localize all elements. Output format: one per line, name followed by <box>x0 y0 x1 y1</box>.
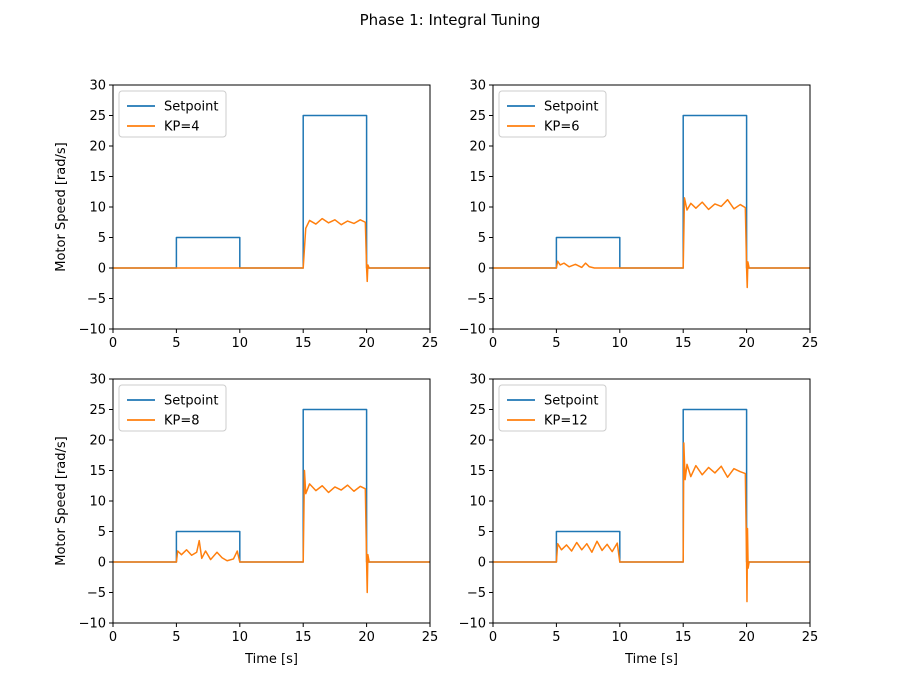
legend: Setpoint KP=8 <box>118 384 227 432</box>
y-tick-label: −10 <box>79 617 106 632</box>
x-tick-label: 0 <box>109 630 117 645</box>
series-layer <box>493 114 810 289</box>
legend: Setpoint KP=6 <box>498 90 607 138</box>
subplot-3: 0 5 10 15 20 25 −10 −5 0 5 10 15 20 25 30 Time [s] Motor… <box>54 373 438 668</box>
series-line-kp-12 <box>493 442 810 603</box>
legend-label: KP=8 <box>164 414 200 429</box>
subplot-2: 0 5 10 15 20 25 −10 −5 0 5 10 15 20 25 30 Setpoint KP=6 <box>459 79 819 352</box>
y-tick-label: 25 <box>469 109 486 124</box>
x-tick-label: 20 <box>358 336 375 351</box>
x-tick-label: 25 <box>422 336 439 351</box>
y-tick-label: 0 <box>98 262 106 277</box>
y-tick-label: 0 <box>478 262 486 277</box>
x-tick-label: 25 <box>802 336 819 351</box>
y-tick-label: 15 <box>469 170 486 185</box>
y-tick-label: 30 <box>469 373 486 388</box>
y-tick-label: −10 <box>79 323 106 338</box>
legend-label: Setpoint <box>544 394 599 409</box>
subplot-1: 0 5 10 15 20 25 −10 −5 0 5 10 15 20 25 30 Motor Speed [… <box>54 79 438 352</box>
x-axis-label: Time [s] <box>244 652 298 667</box>
y-tick-label: 10 <box>469 495 486 510</box>
x-tick-label: 25 <box>802 630 819 645</box>
x-tick-label: 0 <box>489 630 497 645</box>
series-line-kp-4 <box>113 217 430 283</box>
y-tick-label: 25 <box>89 403 106 418</box>
y-tick-label: 0 <box>478 556 486 571</box>
y-axis-label: Motor Speed [rad/s] <box>54 142 69 271</box>
y-tick-label: −10 <box>459 617 486 632</box>
y-tick-label: 5 <box>478 231 486 246</box>
x-tick-label: 15 <box>295 336 312 351</box>
series-layer <box>113 408 430 594</box>
y-tick-label: 10 <box>89 201 106 216</box>
y-tick-label: −10 <box>459 323 486 338</box>
legend-label: KP=4 <box>164 120 200 135</box>
subplot-4: 0 5 10 15 20 25 −10 −5 0 5 10 15 20 25 30 Time [s] Setpo… <box>459 373 819 668</box>
x-tick-label: 20 <box>358 630 375 645</box>
y-tick-label: 20 <box>469 434 486 449</box>
y-tick-label: 25 <box>89 109 106 124</box>
legend: Setpoint KP=12 <box>498 384 607 432</box>
x-tick-label: 10 <box>612 630 629 645</box>
x-tick-label: 15 <box>675 630 692 645</box>
figure-title: Phase 1: Integral Tuning <box>360 11 541 29</box>
y-tick-label: −5 <box>87 292 106 307</box>
y-tick-label: 5 <box>98 231 106 246</box>
y-tick-label: 15 <box>469 464 486 479</box>
y-tick-label: −5 <box>87 586 106 601</box>
x-tick-label: 10 <box>232 630 249 645</box>
x-tick-label: 5 <box>552 336 560 351</box>
y-tick-label: 15 <box>89 464 106 479</box>
y-axis-label: Motor Speed [rad/s] <box>54 436 69 565</box>
legend-label: KP=6 <box>544 120 580 135</box>
y-tick-label: −5 <box>467 586 486 601</box>
y-tick-label: 0 <box>98 556 106 571</box>
y-tick-label: 15 <box>89 170 106 185</box>
x-tick-label: 10 <box>612 336 629 351</box>
legend-label: Setpoint <box>544 100 599 115</box>
x-tick-label: 15 <box>675 336 692 351</box>
y-tick-label: 20 <box>89 434 106 449</box>
y-tick-label: 25 <box>469 403 486 418</box>
y-tick-label: 30 <box>469 79 486 94</box>
series-layer <box>493 408 810 603</box>
x-tick-label: 5 <box>172 336 180 351</box>
x-axis-label: Time [s] <box>624 652 678 667</box>
x-tick-label: 5 <box>172 630 180 645</box>
y-tick-label: 20 <box>89 140 106 155</box>
series-line-kp-8 <box>113 469 430 594</box>
legend-label: KP=12 <box>544 414 588 429</box>
y-tick-label: 30 <box>89 79 106 94</box>
legend-label: Setpoint <box>164 100 219 115</box>
x-tick-label: 20 <box>738 630 755 645</box>
y-tick-label: 5 <box>98 525 106 540</box>
x-tick-label: 15 <box>295 630 312 645</box>
y-tick-label: 5 <box>478 525 486 540</box>
x-tick-label: 5 <box>552 630 560 645</box>
y-tick-label: 10 <box>89 495 106 510</box>
series-layer <box>113 114 430 283</box>
x-tick-label: 20 <box>738 336 755 351</box>
subplot-grid: 0 5 10 15 20 25 −10 −5 0 5 10 15 20 25 30 Motor Speed [… <box>54 79 818 668</box>
x-tick-label: 10 <box>232 336 249 351</box>
y-tick-label: 10 <box>469 201 486 216</box>
legend-label: Setpoint <box>164 394 219 409</box>
y-tick-label: 20 <box>469 140 486 155</box>
y-tick-label: 30 <box>89 373 106 388</box>
y-tick-label: −5 <box>467 292 486 307</box>
x-tick-label: 0 <box>109 336 117 351</box>
x-tick-label: 25 <box>422 630 439 645</box>
legend: Setpoint KP=4 <box>118 90 227 138</box>
series-line-kp-6 <box>493 197 810 289</box>
x-tick-label: 0 <box>489 336 497 351</box>
